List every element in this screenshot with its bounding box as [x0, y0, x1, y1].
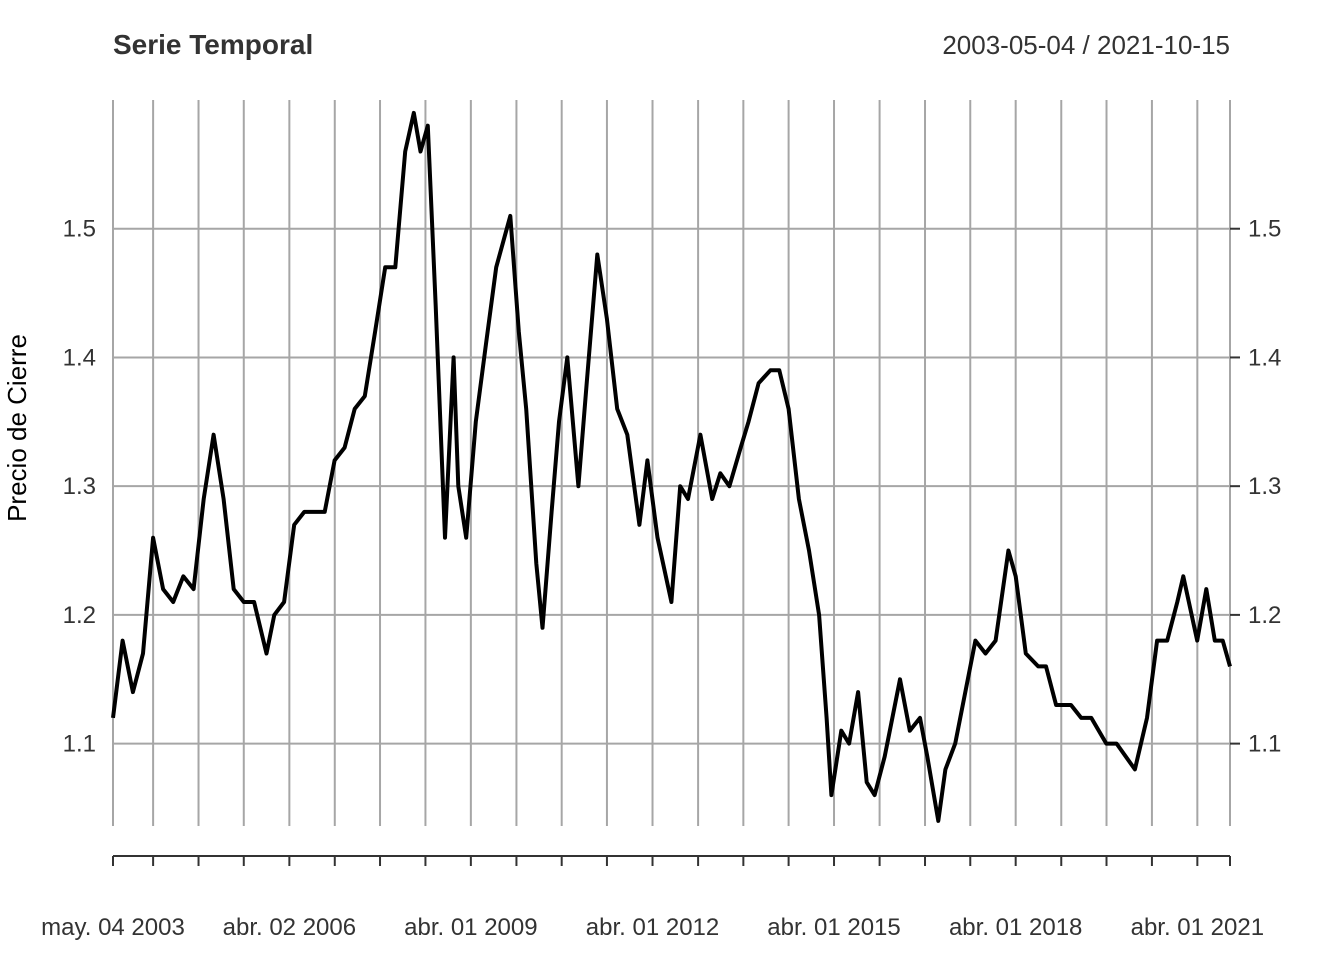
y-tick-label-right-1: 1.2 — [1248, 602, 1281, 629]
y-tick-label-right-4: 1.5 — [1248, 216, 1281, 243]
y-tick-label-left-0: 1.1 — [63, 731, 96, 758]
date-range-label: 2003-05-04 / 2021-10-15 — [942, 30, 1230, 60]
y-tick-label-left-2: 1.3 — [63, 473, 96, 500]
y-tick-label-left-3: 1.4 — [63, 344, 96, 371]
x-tick-label-6: abr. 01 2021 — [1131, 914, 1264, 941]
x-tick-label-3: abr. 01 2012 — [586, 914, 719, 941]
horizontal-grid — [113, 227, 1230, 745]
series-line-0 — [111, 110, 1232, 823]
y-tick-label-left-4: 1.5 — [63, 216, 96, 243]
x-tick-label-5: abr. 01 2018 — [949, 914, 1082, 941]
y-tick-label-right-0: 1.1 — [1248, 731, 1281, 758]
x-axis: may. 04 2003 abr. 02 2006 abr. 01 2009 abr.… — [41, 855, 1264, 941]
y-tick-label-right-3: 1.4 — [1248, 344, 1281, 371]
y-axis-ticks: 1.1 1.1 1.2 1.2 1.3 1.3 1.4 1.4 1.5 1.5 — [63, 216, 1282, 758]
y-tick-label-right-2: 1.3 — [1248, 473, 1281, 500]
vertical-grid — [112, 100, 1231, 826]
y-axis-label: Precio de Cierre — [2, 334, 32, 522]
x-tick-label-0: may. 04 2003 — [41, 914, 185, 941]
x-tick-label-2: abr. 01 2009 — [404, 914, 537, 941]
x-tick-label-4: abr. 01 2015 — [767, 914, 900, 941]
series-layer — [111, 110, 1232, 823]
chart-title: Serie Temporal — [113, 29, 313, 60]
y-tick-label-left-1: 1.2 — [63, 602, 96, 629]
x-tick-label-1: abr. 02 2006 — [223, 914, 356, 941]
